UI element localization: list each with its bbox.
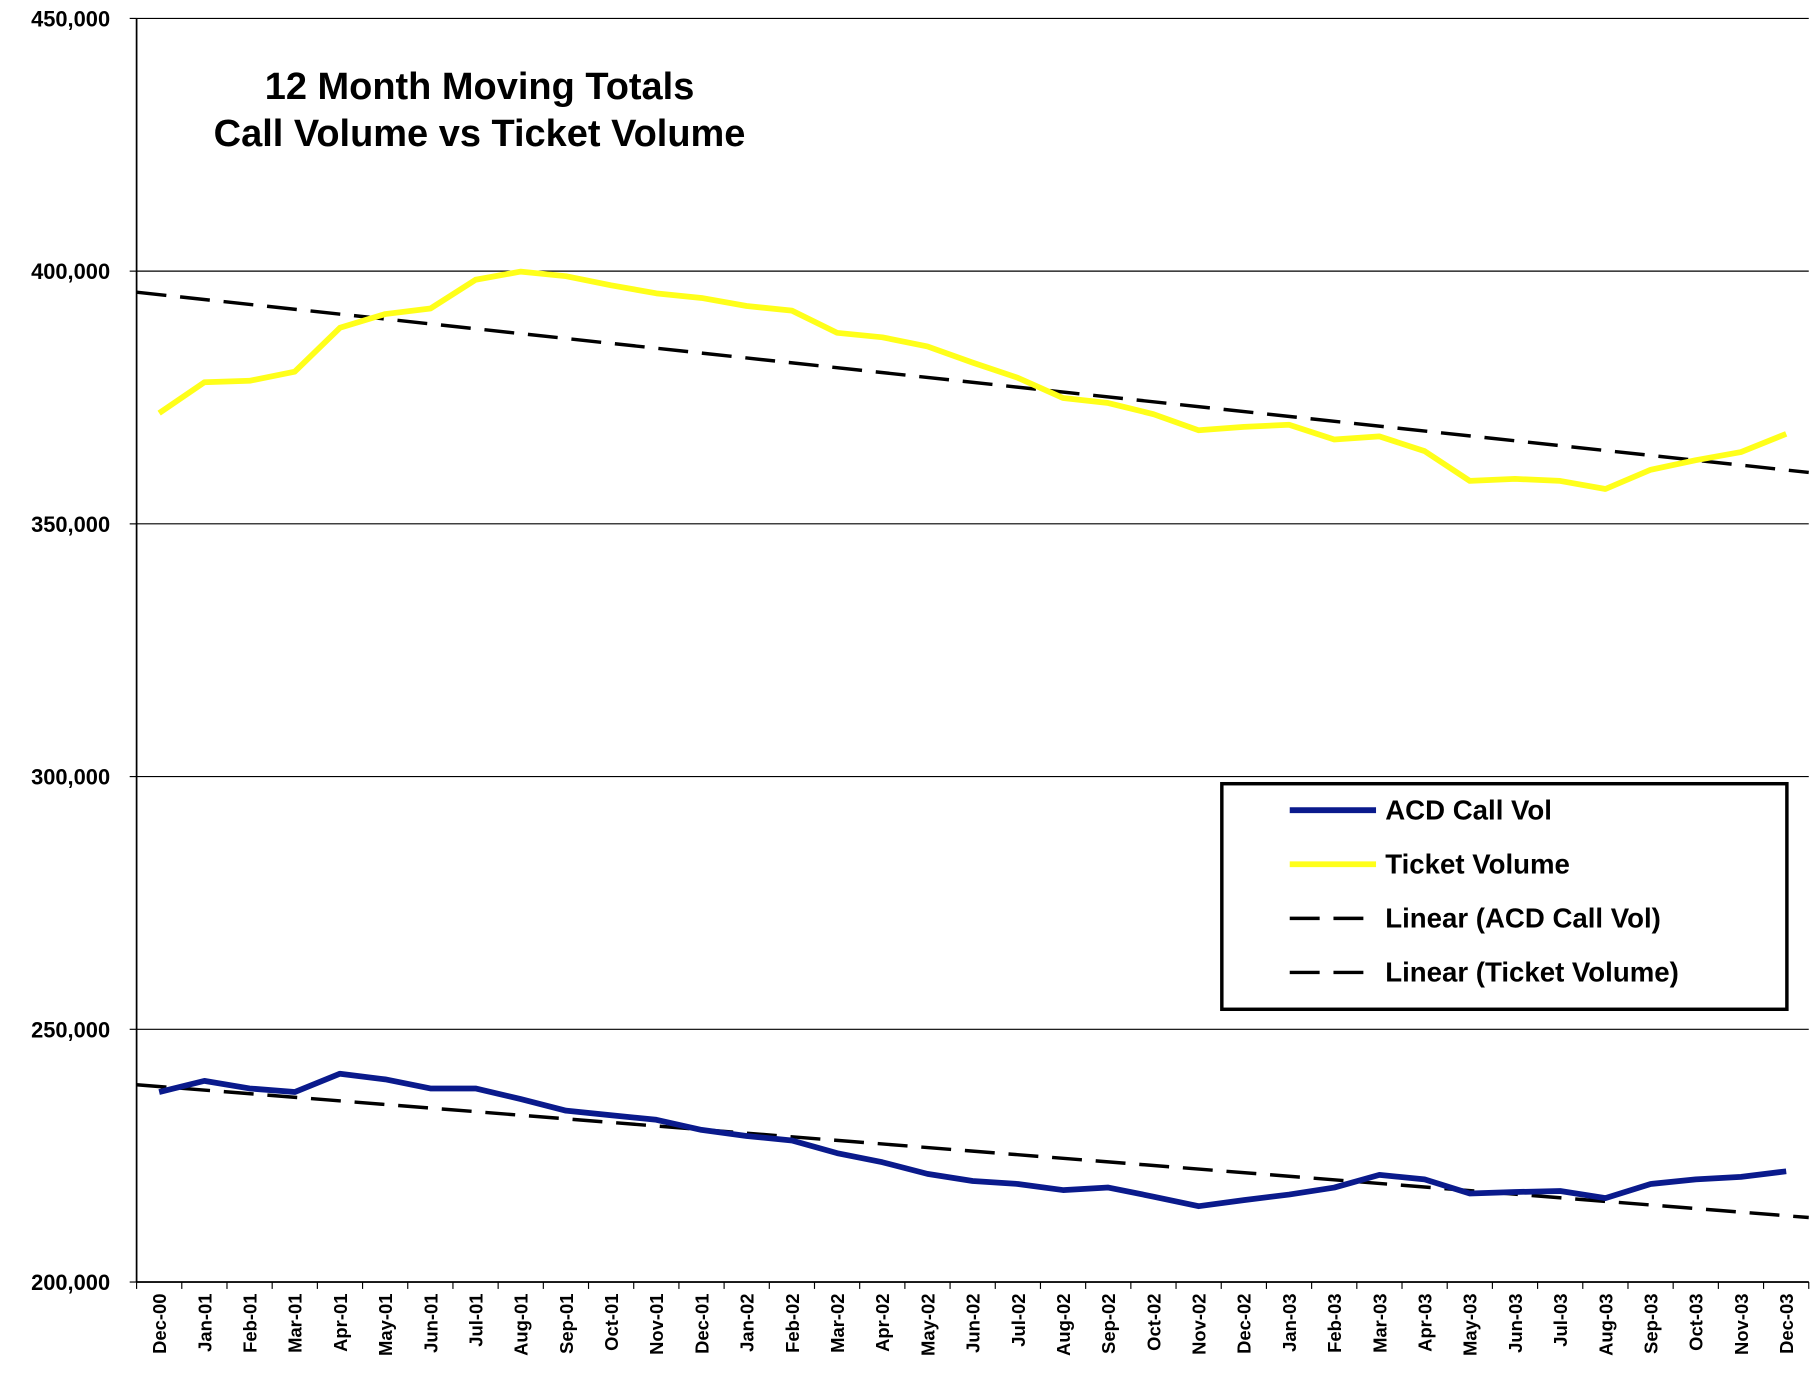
x-tick-label: Jan-01	[194, 1294, 215, 1352]
x-tick-label: Nov-03	[1731, 1294, 1752, 1355]
x-tick-label: Jan-02	[737, 1294, 758, 1352]
legend-label: ACD Call Vol	[1385, 794, 1552, 825]
x-tick-label: Sep-02	[1098, 1294, 1119, 1354]
x-tick-label: May-01	[375, 1294, 396, 1356]
y-tick-label: 250,000	[31, 1017, 110, 1042]
chart-title: 12 Month Moving Totals	[265, 66, 695, 108]
x-tick-label: Feb-02	[782, 1294, 803, 1353]
x-tick-label: Jan-03	[1279, 1294, 1300, 1352]
trend-line	[136, 1083, 1809, 1220]
legend-label: Linear (Ticket Volume)	[1385, 957, 1679, 988]
x-tick-label: Mar-03	[1369, 1294, 1390, 1353]
series-line	[158, 1070, 1787, 1210]
chart-title: Call Volume vs Ticket Volume	[214, 113, 746, 155]
x-tick-label: Dec-01	[691, 1294, 712, 1354]
x-tick-label: Mar-02	[827, 1294, 848, 1353]
x-tick-label: Aug-02	[1053, 1294, 1074, 1356]
x-tick-label: Jun-03	[1505, 1294, 1526, 1353]
x-tick-label: Apr-01	[330, 1294, 351, 1352]
x-tick-label: Oct-02	[1143, 1294, 1164, 1351]
x-tick-label: Jun-01	[420, 1294, 441, 1353]
x-tick-label: Feb-01	[239, 1294, 260, 1353]
x-tick-label: Sep-03	[1640, 1294, 1661, 1354]
y-tick-label: 300,000	[31, 765, 110, 790]
x-tick-label: Oct-03	[1686, 1294, 1707, 1351]
x-tick-label: Nov-02	[1189, 1294, 1210, 1355]
y-tick-label: 200,000	[31, 1270, 110, 1295]
x-tick-label: Dec-00	[149, 1294, 170, 1354]
x-tick-label: Jul-02	[1008, 1294, 1029, 1347]
x-tick-label: Jul-03	[1550, 1294, 1571, 1347]
x-tick-label: Sep-01	[556, 1294, 577, 1354]
legend-label: Ticket Volume	[1385, 848, 1570, 879]
series-line	[157, 268, 1788, 492]
trend-line	[136, 290, 1809, 475]
y-tick-label: 450,000	[31, 6, 110, 31]
x-tick-label: Dec-02	[1234, 1294, 1255, 1354]
x-tick-label: Jun-02	[963, 1294, 984, 1353]
y-tick-label: 400,000	[31, 259, 110, 284]
legend-label: Linear (ACD Call Vol)	[1385, 903, 1661, 934]
x-tick-label: Apr-02	[872, 1294, 893, 1352]
x-tick-label: Aug-03	[1595, 1294, 1616, 1356]
x-tick-label: Oct-01	[601, 1294, 622, 1351]
x-tick-label: Apr-03	[1415, 1294, 1436, 1352]
x-tick-label: Mar-01	[285, 1294, 306, 1353]
x-tick-label: Aug-01	[511, 1294, 532, 1356]
y-tick-label: 350,000	[31, 512, 110, 537]
x-tick-label: Nov-01	[646, 1294, 667, 1355]
x-tick-label: Feb-03	[1324, 1294, 1345, 1353]
x-tick-label: Dec-03	[1776, 1294, 1797, 1354]
x-tick-label: Jul-01	[465, 1294, 486, 1347]
x-tick-label: May-02	[917, 1294, 938, 1356]
x-tick-label: May-03	[1460, 1294, 1481, 1356]
